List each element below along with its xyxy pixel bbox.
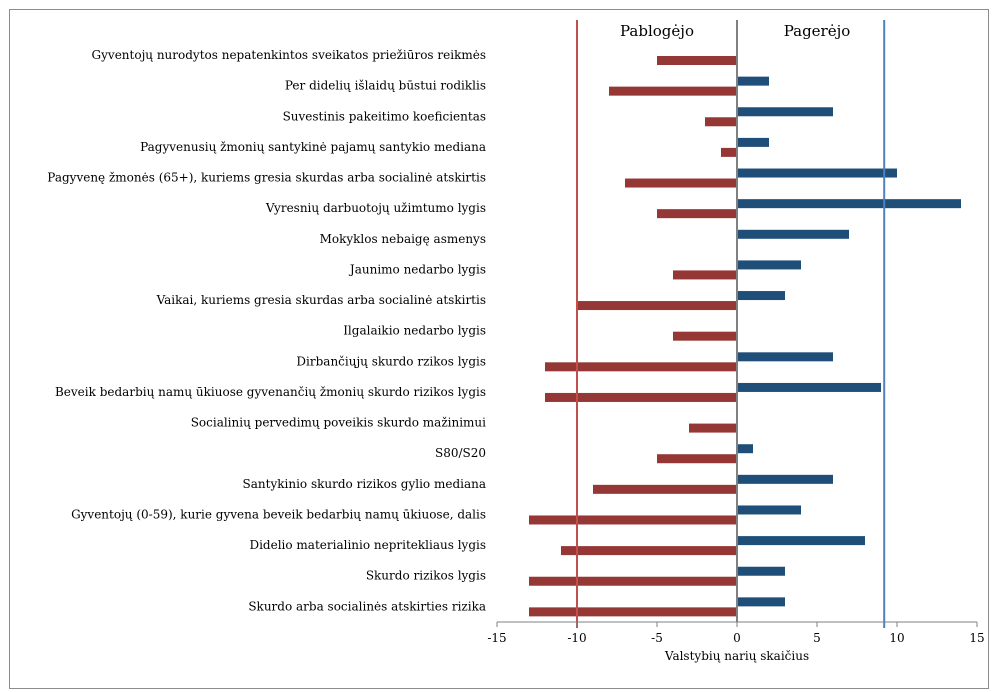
category-label: Jaunimo nedarbo lygis [348,262,486,276]
category-label: Socialinių pervedimų poveikis skurdo maž… [191,416,486,430]
bar-negative [657,56,737,65]
category-label: S80/S20 [435,446,486,460]
bar-negative [657,454,737,464]
category-label: Santykinio skurdo rizikos gylio mediana [243,477,486,491]
x-tick-label: -10 [567,631,586,645]
category-label: Skurdo rizikos lygis [366,569,486,583]
x-tick-label: 10 [889,631,904,645]
category-label: Didelio materialinio nepritekliaus lygis [249,538,486,552]
bar-negative [609,86,737,96]
category-label: Gyventojų (0-59), kurie gyvena beveik be… [71,507,486,521]
bar-negative [673,331,737,341]
bar-negative [529,576,737,586]
category-label: Pagyvenę žmonės (65+), kuriems gresia sk… [47,171,486,185]
category-label: Dirbančiųjų skurdo rzikos lygis [296,354,486,368]
category-label: Suvestinis pakeitimo koeficientas [283,109,486,123]
x-axis-title: Valstybių narių skaičius [664,649,809,663]
bar-positive [737,229,849,239]
bar-negative [561,546,737,556]
bar-negative [689,423,737,433]
category-label: Beveik bedarbių namų ūkiuose gyvenančių … [55,385,486,399]
category-label: Per didelių išlaidų būstui rodiklis [285,79,486,93]
bar-positive [737,260,801,270]
bar-negative [593,484,737,494]
chart-frame [9,9,989,689]
bar-negative [625,178,737,188]
bar-positive [737,168,897,178]
bar-positive [737,444,753,454]
bar-negative [529,515,737,525]
category-label: Vaikai, kuriems gresia skurdas arba soci… [156,293,486,307]
category-label: Ilgalaikio nedarbo lygis [343,324,486,338]
bar-positive [737,382,881,392]
category-label: Gyventojų nurodytos nepatenkintos sveika… [92,48,486,62]
category-label: Skurdo arba socialinės atskirties rizika [248,599,486,613]
bar-negative [657,209,737,219]
bar-negative [529,607,737,617]
header-improved: Pagerėjo [784,22,851,40]
x-tick-label: 5 [813,631,821,645]
bar-positive [737,199,961,209]
bar-positive [737,505,801,515]
bar-positive [737,597,785,607]
bar-negative [545,362,737,372]
bar-negative [705,117,737,127]
bar-positive [737,352,833,362]
bar-negative [721,147,737,157]
header-worsened: Pablogėjo [620,22,694,40]
x-tick-label: 15 [969,631,984,645]
x-tick-label: 0 [733,631,741,645]
category-label: Pagyvenusių žmonių santykinė pajamų sant… [140,140,486,154]
bar-negative [673,270,737,280]
bar-positive [737,536,865,546]
x-tick-label: -15 [487,631,506,645]
category-label: Vyresnių darbuotojų užimtumo lygis [265,201,486,215]
bar-positive [737,107,833,117]
category-label: Mokyklos nebaigę asmenys [320,232,486,246]
bar-positive [737,291,785,301]
bar-negative [545,392,737,402]
bar-positive [737,137,769,147]
bar-negative [577,301,737,311]
bar-positive [737,76,769,86]
bar-positive [737,566,785,576]
x-tick-label: -5 [651,631,663,645]
bar-positive [737,474,833,484]
